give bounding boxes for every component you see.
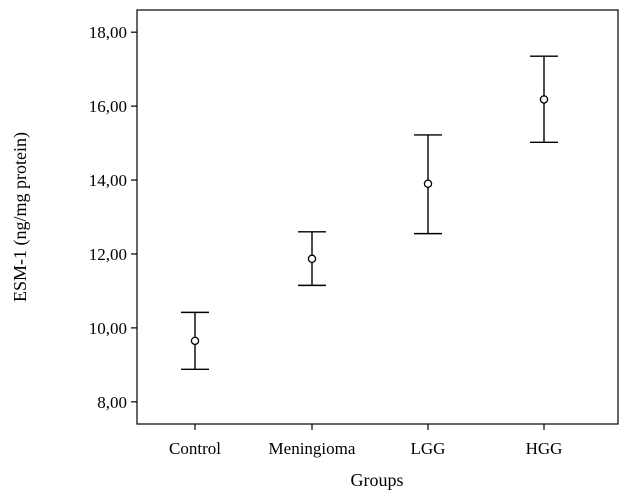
y-tick-label: 14,00 — [89, 171, 127, 190]
y-axis-title: ESM-1 (ng/mg protein) — [10, 132, 31, 302]
x-axis-title: Groups — [351, 470, 404, 490]
error-bars — [181, 55, 558, 370]
error-bar-control — [181, 311, 209, 370]
y-tick-label: 8,00 — [97, 393, 127, 412]
y-tick-label: 18,00 — [89, 23, 127, 42]
y-tick-label: 16,00 — [89, 97, 127, 116]
x-axis: Control Meningioma LGG HGG — [169, 424, 562, 458]
error-bar-lgg — [414, 134, 442, 235]
mean-point — [307, 254, 317, 264]
mean-point — [423, 179, 433, 188]
x-tick-label: Meningioma — [269, 439, 356, 458]
error-bar-hgg — [530, 55, 558, 144]
y-tick-label: 12,00 — [89, 245, 127, 264]
mean-point — [190, 336, 200, 346]
error-bar-meningioma — [298, 231, 326, 287]
x-tick-label: Control — [169, 439, 221, 458]
mean-point — [539, 95, 549, 104]
plot-frame — [136, 9, 619, 425]
y-axis: 8,00 10,00 12,00 14,00 16,00 18,00 — [89, 23, 137, 412]
x-tick-label: LGG — [411, 439, 446, 458]
y-tick-label: 10,00 — [89, 319, 127, 338]
x-tick-label: HGG — [526, 439, 563, 458]
